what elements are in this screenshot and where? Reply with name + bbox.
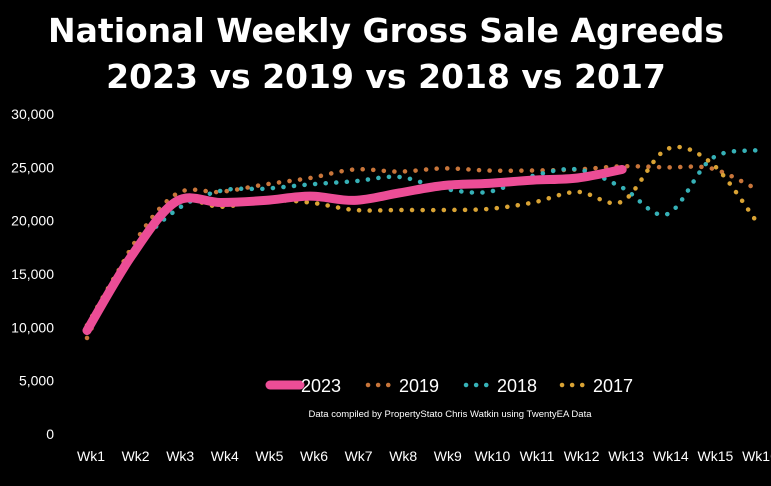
title-line-2: 2023 vs 2019 vs 2018 vs 2017 [106, 57, 666, 96]
y-tick-label: 10,000 [11, 319, 54, 335]
footnote: Data compiled by PropertyStato Chris Wat… [308, 409, 592, 420]
x-tick-label: Wk5 [255, 448, 283, 464]
legend: 2023 2019 2018 2017 [265, 376, 633, 396]
x-tick-label: Wk16 [742, 448, 771, 464]
title-line-1: National Weekly Gross Sale Agreeds [48, 11, 724, 50]
x-tick-label: Wk12 [564, 448, 600, 464]
y-tick-label: 20,000 [11, 213, 54, 229]
x-tick-label: Wk8 [389, 448, 417, 464]
legend-label: 2017 [593, 376, 633, 396]
x-tick-label: Wk11 [520, 448, 555, 464]
chart-title: National Weekly Gross Sale Agreeds 2023 v… [48, 11, 724, 96]
series-line-2023 [82, 164, 627, 336]
y-tick-label: 30,000 [11, 106, 54, 122]
y-tick-label: 5,000 [19, 373, 54, 389]
y-tick-label: 0 [46, 426, 54, 442]
x-tick-label: Wk6 [300, 448, 328, 464]
y-axis: 0 5,000 10,000 15,000 20,000 25,000 30,000 [11, 106, 54, 442]
x-tick-label: Wk10 [475, 448, 511, 464]
x-tick-label: Wk7 [345, 448, 373, 464]
plot-area [82, 144, 759, 341]
x-tick-label: Wk2 [122, 448, 150, 464]
legend-label: 2019 [399, 376, 439, 396]
x-tick-label: Wk14 [653, 448, 689, 464]
x-tick-label: Wk9 [434, 448, 462, 464]
legend-label: 2018 [497, 376, 537, 396]
y-tick-label: 25,000 [11, 159, 54, 175]
x-tick-label: Wk3 [166, 448, 194, 464]
legend-label: 2023 [301, 376, 341, 396]
x-tick-label: Wk4 [211, 448, 239, 464]
series-line-2017 [84, 144, 759, 328]
x-axis: Wk1 Wk2 Wk3 Wk4 Wk5 Wk6 Wk7 Wk8 Wk9 Wk10 Wk11 Wk12 W… [77, 448, 771, 464]
x-tick-label: Wk15 [698, 448, 734, 464]
series-line-2018 [84, 148, 759, 335]
x-tick-label: Wk1 [77, 448, 105, 464]
y-tick-label: 15,000 [11, 266, 54, 282]
x-tick-label: Wk13 [608, 448, 644, 464]
